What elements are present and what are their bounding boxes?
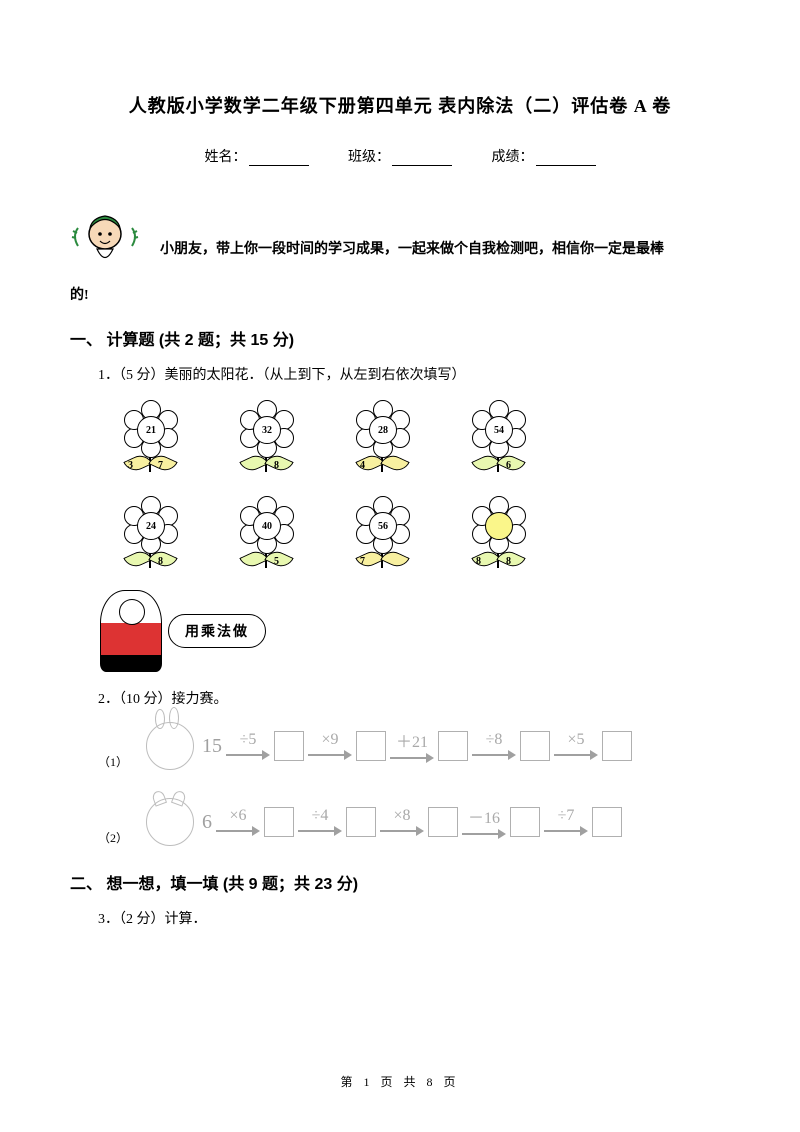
relay-step: ×8 <box>380 807 424 837</box>
relay-step: ÷5 <box>226 731 270 761</box>
goat-icon <box>146 798 194 846</box>
section-1-head: 一、 计算题 (共 2 题；共 15 分) <box>70 326 730 350</box>
flower-center: 28 <box>369 416 397 444</box>
relay-label: （1） <box>98 753 128 770</box>
op-label: ÷5 <box>240 731 257 749</box>
op-label: ＋21 <box>396 728 428 752</box>
page-footer: 第 1 页 共 8 页 <box>0 1073 800 1090</box>
answer-box[interactable] <box>346 807 376 837</box>
leaf-right-value: 8 <box>158 556 163 567</box>
flowers-block: 2137328284546 24840556788 <box>110 398 730 582</box>
answer-box[interactable] <box>356 731 386 761</box>
intro-tail: 的! <box>70 284 730 304</box>
relay-start: 15 <box>202 735 222 758</box>
hint-bubble: 用乘法做 <box>168 614 266 648</box>
flower-item: 54 6 <box>458 398 538 486</box>
op-label: ×6 <box>230 807 247 825</box>
flower-item: 28 4 <box>342 398 422 486</box>
leaf-right-value: 8 <box>506 556 511 567</box>
flower-item: 56 7 <box>342 494 422 582</box>
leaf-left-value: 4 <box>360 460 365 471</box>
flower-item: 24 8 <box>110 494 190 582</box>
blank-class[interactable] <box>392 151 452 166</box>
girl-block: 用乘法做 <box>100 590 730 672</box>
answer-box[interactable] <box>602 731 632 761</box>
relay-start: 6 <box>202 811 212 834</box>
blank-name[interactable] <box>249 151 309 166</box>
op-label: －16 <box>468 804 500 828</box>
flower-center: 32 <box>253 416 281 444</box>
relay-label: （2） <box>98 829 128 846</box>
flower-center: 21 <box>137 416 165 444</box>
op-label: ×8 <box>394 807 411 825</box>
leaf-right-value: 6 <box>506 460 511 471</box>
answer-box[interactable] <box>438 731 468 761</box>
op-label: ÷8 <box>486 731 503 749</box>
answer-box[interactable] <box>520 731 550 761</box>
section-2-head: 二、 想一想，填一填 (共 9 题；共 23 分) <box>70 870 730 894</box>
mascot-icon <box>70 206 140 276</box>
label-score: 成绩： <box>492 150 534 165</box>
flower-item: 32 8 <box>226 398 306 486</box>
op-label: ÷4 <box>312 807 329 825</box>
op-label: ×9 <box>322 731 339 749</box>
question-3: 3．（2 分）计算． <box>98 908 730 928</box>
girl-icon <box>100 590 162 672</box>
answer-box[interactable] <box>428 807 458 837</box>
label-class: 班级： <box>348 150 390 165</box>
relay-step: ÷8 <box>472 731 516 761</box>
leaf-right-value: 7 <box>158 460 163 471</box>
op-label: ×5 <box>568 731 585 749</box>
flower-center: 56 <box>369 512 397 540</box>
answer-box[interactable] <box>264 807 294 837</box>
relay-step: ÷4 <box>298 807 342 837</box>
flower-item: 40 5 <box>226 494 306 582</box>
intro-text: 小朋友，带上你一段时间的学习成果，一起来做个自我检测吧，相信你一定是最棒 <box>160 236 664 264</box>
relay-step: ×5 <box>554 731 598 761</box>
flower-item: 21 3 7 <box>110 398 190 486</box>
flower-center: 24 <box>137 512 165 540</box>
answer-box[interactable] <box>274 731 304 761</box>
relay-1: （1） 15 ÷5 ×9 ＋21 ÷8 ×5 <box>98 722 730 770</box>
relay-step: ＋21 <box>390 728 434 764</box>
rabbit-icon <box>146 722 194 770</box>
flower-item: 88 <box>458 494 538 582</box>
relay-step: ×9 <box>308 731 352 761</box>
relay-step: －16 <box>462 804 506 840</box>
leaf-right-value: 5 <box>274 556 279 567</box>
label-name: 姓名： <box>205 150 247 165</box>
leaf-right-value: 8 <box>274 460 279 471</box>
op-label: ÷7 <box>558 807 575 825</box>
flower-center: 54 <box>485 416 513 444</box>
info-line: 姓名： 班级： 成绩： <box>70 146 730 166</box>
question-2: 2．（10 分）接力赛。 <box>98 688 730 708</box>
answer-box[interactable] <box>510 807 540 837</box>
flower-center: 40 <box>253 512 281 540</box>
leaf-left-value: 3 <box>128 460 133 471</box>
page-title: 人教版小学数学二年级下册第四单元 表内除法（二）评估卷 A 卷 <box>70 92 730 118</box>
relay-step: ×6 <box>216 807 260 837</box>
question-1: 1．（5 分）美丽的太阳花．（从上到下，从左到右依次填写） <box>98 364 730 384</box>
answer-box[interactable] <box>592 807 622 837</box>
intro-row: 小朋友，带上你一段时间的学习成果，一起来做个自我检测吧，相信你一定是最棒 <box>70 206 730 276</box>
leaf-left-value: 8 <box>476 556 481 567</box>
flower-center <box>485 512 513 540</box>
leaf-left-value: 7 <box>360 556 365 567</box>
relay-2: （2） 6 ×6 ÷4 ×8 －16 ÷7 <box>98 798 730 846</box>
relay-step: ÷7 <box>544 807 588 837</box>
blank-score[interactable] <box>536 151 596 166</box>
